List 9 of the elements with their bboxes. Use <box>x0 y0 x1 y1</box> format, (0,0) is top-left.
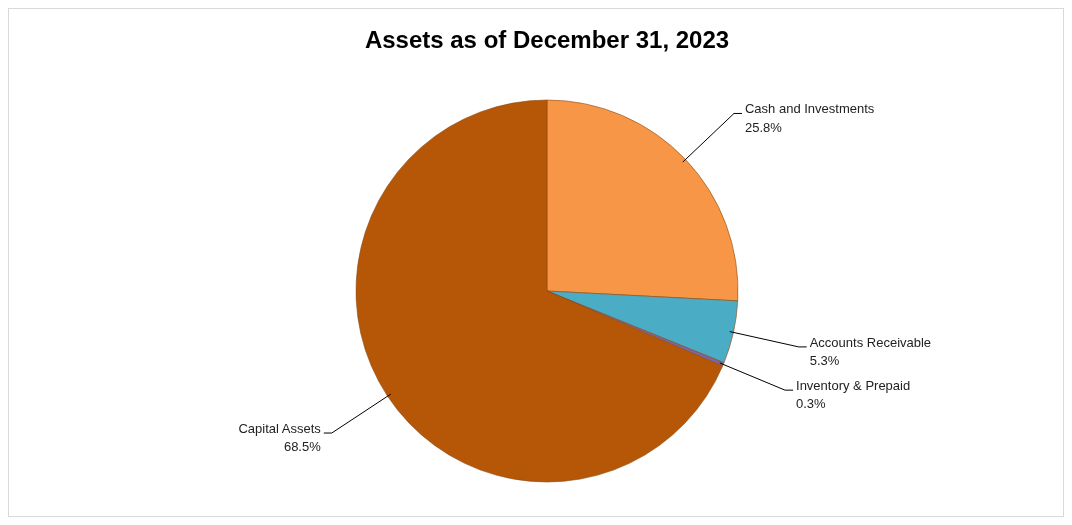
slice-label: Accounts Receivable <box>809 334 932 350</box>
data-label: 0.3% <box>796 396 827 412</box>
slice-label: Inventory & Prepaid <box>796 378 911 394</box>
slice-label: Capital Assets <box>238 421 322 437</box>
data-label: 25.8% <box>745 119 783 135</box>
chart-title: Assets as of December 31, 2023 <box>364 26 730 53</box>
data-label: 68.5% <box>283 439 322 455</box>
slice-label: Cash and Investments <box>745 101 875 117</box>
data-label: 5.3% <box>809 353 840 369</box>
